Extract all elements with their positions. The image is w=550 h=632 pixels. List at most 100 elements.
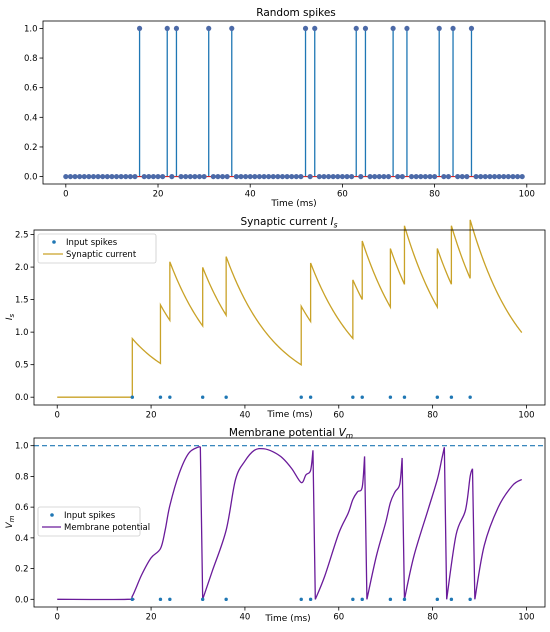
stem-marker [146, 173, 152, 180]
input-spike-dot [299, 395, 303, 399]
x-tick-label: 60 [333, 613, 344, 623]
stem-marker [261, 173, 267, 180]
synaptic-current-panel: Synaptic current Is 0 20 40 60 80 100 0.0 0.5 1.… [5, 216, 546, 421]
legend-input-spikes-marker [52, 240, 56, 244]
y-tick-label: 2.5 [15, 231, 29, 241]
stem-marker [459, 173, 465, 180]
plot-frame [33, 437, 546, 608]
stem-marker [478, 173, 484, 180]
stem-marker [418, 173, 424, 180]
random-spikes-marks [63, 25, 525, 180]
stem-marker [487, 173, 493, 180]
stem-marker [482, 173, 488, 180]
x-axis-label: Time (ms) [264, 614, 310, 624]
x-axis-label: Time (ms) [270, 199, 316, 209]
input-spike-dot [402, 597, 407, 602]
y-tick-label: 0.0 [15, 393, 29, 403]
spike-marker [302, 25, 309, 32]
y-tick-label: 1.5 [15, 296, 29, 306]
y-tick-label: 1.0 [24, 24, 38, 34]
synaptic-current-axes: 0 20 40 60 80 100 0.0 0.5 1.0 1.5 2.0 2.5 [15, 231, 535, 421]
stem-marker [395, 173, 401, 180]
stem-marker [473, 173, 479, 180]
stem-marker [335, 173, 341, 180]
random-spikes-panel: Random spikes 0 20 40 60 80 100 0.0 0.2 0.4 0.6 0.… [24, 7, 546, 209]
stem-marker [441, 173, 447, 180]
spike-marker [173, 25, 180, 32]
stem-marker [510, 173, 516, 180]
spike-marker [436, 25, 442, 32]
y-tick-label: 1.0 [15, 442, 29, 452]
input-spike-dot [351, 597, 355, 602]
y-tick-label: 2.0 [15, 263, 29, 273]
y-axis-label: Is [5, 314, 16, 321]
chart-title-synaptic-current: Synaptic current Is [240, 216, 337, 230]
title-symbol: V [339, 427, 347, 439]
stem-marker [376, 173, 382, 180]
x-tick-label: 20 [153, 190, 164, 200]
synaptic-current-line [57, 219, 523, 398]
legend-input-spikes: Input spikes [64, 511, 116, 521]
stem-marker [284, 173, 290, 180]
spike-marker [390, 25, 396, 32]
stem-marker [399, 173, 405, 180]
x-tick-label: 60 [337, 190, 348, 200]
input-spike-dot [158, 597, 163, 602]
spike-marker [136, 25, 143, 32]
y-tick-label: 1.0 [15, 328, 29, 338]
y-axis-label: Vm [5, 515, 16, 528]
title-symbol: I [330, 216, 333, 228]
title-subscript: s [334, 221, 338, 230]
y-tick-label: 0.2 [24, 143, 38, 153]
legend: Input spikes Membrane potential [37, 506, 150, 537]
stem-marker [95, 173, 101, 180]
input-spike-dot [468, 395, 472, 399]
stem-marker [155, 173, 161, 180]
x-tick-label: 80 [429, 190, 440, 200]
title-subscript: m [346, 432, 353, 441]
stem-marker [275, 173, 281, 180]
input-spike-dot [388, 597, 393, 602]
stem-marker [72, 173, 78, 180]
stem-marker [252, 173, 258, 180]
stem-marker [247, 173, 253, 180]
stem-marker [455, 173, 461, 180]
stem-marker [330, 173, 336, 180]
spike-marker [353, 25, 359, 32]
x-axis-label: Time (ms) [266, 410, 312, 420]
y-tick-label: 0.4 [15, 534, 29, 544]
stem-marker [238, 173, 244, 180]
stem-marker [242, 173, 249, 180]
stem-marker [339, 173, 346, 180]
stem-marker [519, 173, 525, 180]
legend-membrane-potential: Membrane potential [64, 523, 150, 533]
x-tick-label: 100 [518, 613, 534, 623]
stem-marker [210, 173, 216, 180]
stem-marker [77, 173, 83, 180]
input-spike-dot [308, 597, 313, 602]
stem-marker [514, 173, 521, 180]
stem-marker [224, 173, 230, 180]
stem-marker [150, 173, 157, 180]
input-spike-dot [130, 597, 135, 602]
x-tick-label: 80 [427, 613, 438, 623]
input-spike-dot [200, 597, 205, 602]
stem-marker [349, 173, 355, 180]
spike-marker [206, 25, 212, 32]
legend-box [37, 233, 157, 264]
input-spike-dot [435, 395, 440, 399]
input-spike-dot [200, 395, 205, 399]
y-tick-label: 0.6 [15, 503, 29, 513]
legend-input-spikes-marker [50, 513, 54, 517]
random-spikes-axes: 0 20 40 60 80 100 0.0 0.2 0.4 0.6 0.8 1.0 [24, 24, 535, 199]
input-spike-dot [388, 395, 393, 399]
stem-marker [358, 173, 364, 180]
membrane-potential-axes: 0 20 40 60 80 100 0.0 0.2 0.4 0.6 0.8 1.0 [15, 442, 535, 623]
input-spike-dot [224, 395, 228, 399]
spike-marker [362, 25, 369, 32]
stem-marker [408, 173, 415, 180]
stem-marker [67, 173, 74, 180]
input-spike-dot [402, 395, 407, 399]
stem-marker [90, 173, 97, 180]
stem-marker [372, 173, 378, 180]
